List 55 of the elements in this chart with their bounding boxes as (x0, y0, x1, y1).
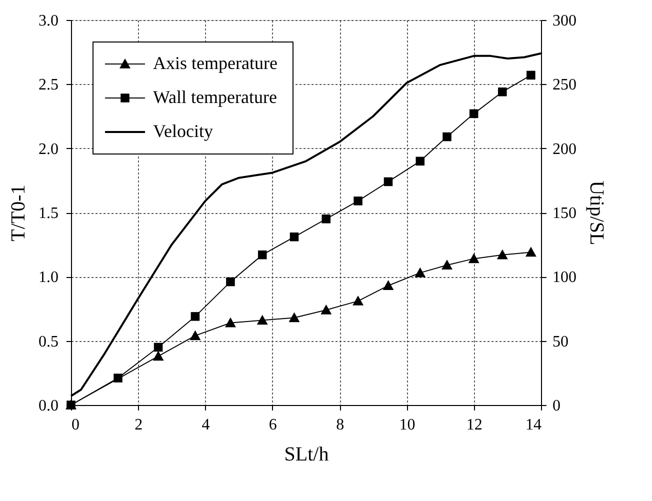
y2-tick-label: 0 (552, 398, 560, 414)
y-tick-label: 0.5 (38, 333, 58, 350)
point (320, 304, 332, 314)
x-tick-label: 12 (466, 416, 482, 434)
y-tick-label: 1.0 (38, 269, 58, 286)
point (382, 280, 394, 290)
y-tick-label: 1.5 (38, 205, 58, 222)
x-tick-label: 0 (72, 416, 80, 434)
point (498, 87, 507, 96)
point (468, 253, 480, 264)
point (442, 260, 452, 270)
point (226, 277, 235, 286)
x-tick-label: 10 (399, 416, 416, 434)
point (384, 177, 393, 186)
y2-tick-label: 200 (552, 140, 576, 158)
x-tick-label: 4 (202, 416, 210, 434)
x-tick-label: 14 (526, 416, 542, 434)
y2-tick-label: 50 (552, 333, 568, 350)
y2-tick-label: 100 (552, 269, 576, 286)
point (469, 109, 478, 118)
point (152, 350, 164, 361)
legend-label: Axis temperature (153, 53, 278, 73)
y-axis-title: T/T0-1 (8, 184, 30, 242)
point (114, 374, 122, 382)
point (525, 246, 536, 257)
legend-label: Velocity (153, 121, 213, 141)
x-tick-label: 2 (134, 416, 143, 434)
y-tick-label: 0.0 (38, 398, 58, 414)
legend-label: Wall temperature (153, 87, 277, 107)
y2-tick-label: 250 (552, 76, 576, 94)
y2-tick-label: 150 (552, 205, 576, 222)
point (442, 132, 452, 142)
point (290, 232, 299, 242)
point (190, 312, 200, 321)
point (224, 317, 236, 328)
point (258, 250, 267, 260)
point (256, 314, 268, 325)
point (496, 249, 508, 260)
point (354, 196, 362, 206)
point (414, 267, 426, 278)
x-tick-label: 6 (268, 416, 277, 434)
point (416, 156, 425, 166)
x-tick-label: 8 (336, 416, 344, 434)
y2-axis-title: Utip/SL (586, 180, 608, 246)
point (526, 70, 536, 80)
y-tick-label: 2.5 (38, 76, 58, 94)
y2-tick-label: 300 (552, 12, 576, 30)
y-tick-label: 3.0 (38, 12, 58, 30)
point (154, 342, 163, 352)
point (288, 312, 300, 322)
point (190, 330, 201, 340)
x-axis-title: SLt/h (284, 444, 329, 466)
point (322, 214, 331, 224)
y-tick-label: 2.0 (38, 140, 58, 158)
point (352, 296, 364, 306)
